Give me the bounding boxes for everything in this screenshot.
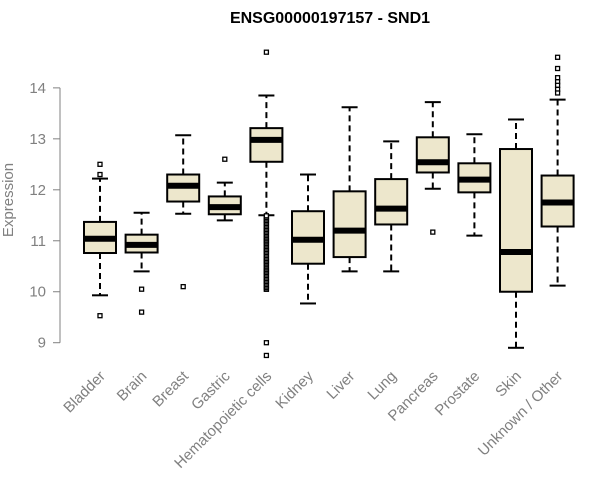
outlier-point bbox=[263, 49, 270, 55]
box-iqr bbox=[249, 127, 284, 163]
box-iqr bbox=[499, 148, 533, 293]
outlier-point bbox=[263, 340, 270, 346]
box-gastric bbox=[207, 156, 242, 222]
outlier-point bbox=[138, 309, 145, 315]
x-label-brain: Brain bbox=[114, 368, 151, 405]
box-kidney bbox=[291, 173, 325, 305]
box-lung bbox=[374, 140, 409, 273]
box-iqr bbox=[332, 190, 367, 259]
x-label-bladder: Bladder bbox=[60, 368, 109, 417]
outlier-point bbox=[97, 161, 103, 167]
y-axis: 9 10 11 12 13 14 bbox=[29, 80, 61, 352]
box-skin bbox=[499, 118, 533, 349]
box-prostate bbox=[457, 133, 492, 237]
box-hematopoietic-cells bbox=[249, 49, 284, 359]
outlier-point bbox=[138, 286, 145, 292]
outlier-point bbox=[554, 82, 561, 88]
y-tick-label-9: 9 bbox=[38, 335, 46, 352]
y-tick-label-10: 10 bbox=[29, 284, 46, 301]
outlier-band-hematopoietic-cells bbox=[263, 213, 270, 292]
y-tick-label-12: 12 bbox=[29, 182, 46, 199]
box-brain bbox=[124, 211, 159, 315]
box-breast bbox=[166, 134, 201, 290]
y-tick-label-11: 11 bbox=[30, 233, 46, 250]
outlier-point bbox=[554, 90, 561, 96]
box-iqr bbox=[374, 178, 409, 226]
box-iqr bbox=[415, 136, 450, 174]
outlier-point bbox=[430, 229, 436, 235]
y-axis-label: Expression bbox=[0, 163, 17, 237]
x-label-kidney: Kidney bbox=[272, 367, 317, 412]
y-tick-label-13: 13 bbox=[29, 131, 46, 148]
outlier-point bbox=[263, 352, 270, 359]
x-label-liver: Liver bbox=[323, 368, 358, 403]
boxes-group bbox=[83, 49, 575, 359]
box-unknown-other bbox=[540, 54, 575, 287]
outlier-point bbox=[222, 156, 228, 162]
outlier-point bbox=[180, 283, 186, 290]
outlier-point bbox=[554, 54, 561, 60]
chart-title: ENSG00000197157 - SND1 bbox=[230, 10, 430, 27]
outlier-point bbox=[554, 65, 561, 72]
box-pancreas bbox=[415, 101, 450, 235]
box-bladder bbox=[83, 161, 117, 319]
x-label-lung: Lung bbox=[364, 368, 400, 404]
x-label-breast: Breast bbox=[149, 367, 192, 410]
x-label-prostate: Prostate bbox=[432, 368, 484, 420]
x-label-skin: Skin bbox=[492, 368, 525, 401]
box-liver bbox=[332, 106, 367, 273]
outlier-point bbox=[554, 75, 561, 81]
outlier-point bbox=[97, 171, 103, 178]
y-tick-label-14: 14 bbox=[29, 80, 46, 97]
outlier-point bbox=[97, 313, 103, 319]
outlier-point bbox=[263, 213, 270, 219]
